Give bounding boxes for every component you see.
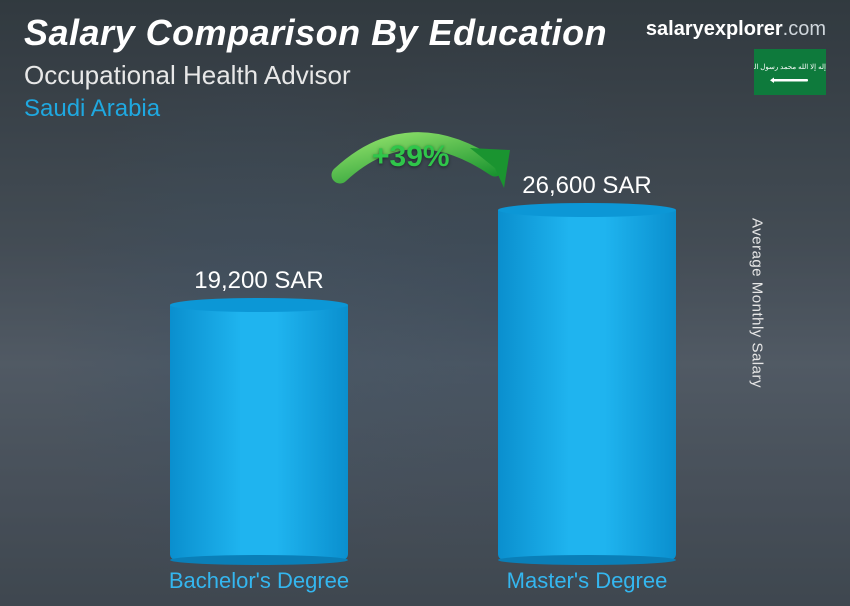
- bar-top-ellipse: [498, 203, 676, 217]
- bar-value-label: 26,600 SAR: [498, 172, 676, 200]
- category-label-bachelors: Bachelor's Degree: [160, 568, 358, 594]
- bar-bachelors: 19,200 SAR: [170, 267, 348, 560]
- bar-front-face: [170, 305, 348, 560]
- bar-masters: 26,600 SAR: [498, 172, 676, 560]
- category-label-masters: Master's Degree: [488, 568, 686, 594]
- bar-shape: [498, 210, 676, 560]
- bar-front-face: [498, 210, 676, 560]
- bar-shape: [170, 305, 348, 560]
- bar-value-label: 19,200 SAR: [170, 267, 348, 295]
- bar-bottom-ellipse: [498, 555, 676, 565]
- bar-bottom-ellipse: [170, 555, 348, 565]
- bar-top-ellipse: [170, 298, 348, 312]
- bar-chart: 19,200 SAR 26,600 SAR: [0, 140, 850, 560]
